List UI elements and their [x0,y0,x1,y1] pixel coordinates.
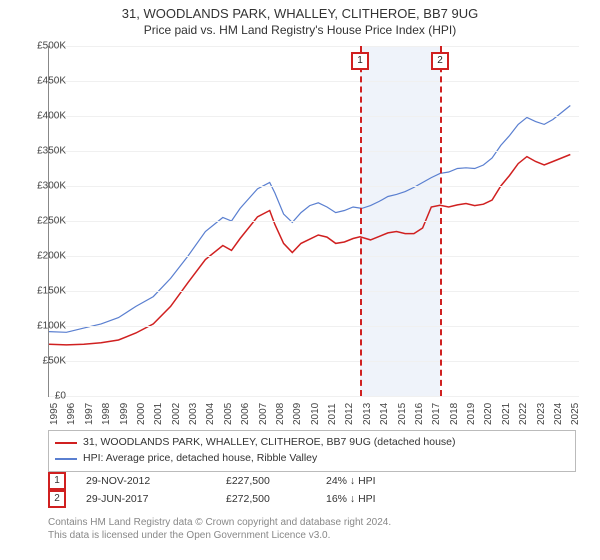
x-tick-label: 2023 [536,395,547,425]
x-tick-label: 1996 [66,395,77,425]
x-tick-label: 1998 [101,395,112,425]
sale-price-1: £227,500 [226,475,326,487]
y-tick-label: £250K [37,216,66,227]
chart-plot-area: 1995199619971998199920002001200220032004… [48,46,579,397]
sale-date-1: 29-NOV-2012 [86,475,226,487]
title-sub: Price paid vs. HM Land Registry's House … [0,23,600,37]
x-tick-label: 2014 [379,395,390,425]
legend-row-hpi: HPI: Average price, detached house, Ribb… [55,451,569,467]
x-tick-label: 2010 [310,395,321,425]
legend-label-property: 31, WOODLANDS PARK, WHALLEY, CLITHEROE, … [83,435,456,451]
sale-vertical-line [360,46,362,396]
footer-line-1: Contains HM Land Registry data © Crown c… [48,516,391,529]
y-tick-label: £400K [37,111,66,122]
x-tick-label: 1997 [84,395,95,425]
sale-price-2: £272,500 [226,493,326,505]
x-tick-label: 2015 [397,395,408,425]
sale-delta-1: 24% ↓ HPI [326,475,426,487]
x-tick-label: 2006 [240,395,251,425]
sale-date-2: 29-JUN-2017 [86,493,226,505]
sales-row-2: 2 29-JUN-2017 £272,500 16% ↓ HPI [48,490,426,508]
x-tick-label: 2009 [292,395,303,425]
legend-row-property: 31, WOODLANDS PARK, WHALLEY, CLITHEROE, … [55,435,569,451]
sale-vertical-line [440,46,442,396]
sales-row-1: 1 29-NOV-2012 £227,500 24% ↓ HPI [48,472,426,490]
sale-marker-1: 1 [351,52,369,70]
x-tick-label: 2002 [171,395,182,425]
x-tick-label: 2008 [275,395,286,425]
title-main: 31, WOODLANDS PARK, WHALLEY, CLITHEROE, … [0,6,600,21]
x-tick-label: 2000 [136,395,147,425]
legend-swatch-property [55,442,77,444]
x-tick-label: 2005 [223,395,234,425]
x-tick-label: 2001 [153,395,164,425]
x-tick-label: 2024 [553,395,564,425]
x-tick-label: 2019 [466,395,477,425]
x-tick-label: 2025 [570,395,581,425]
x-tick-label: 2018 [449,395,460,425]
x-tick-label: 2020 [483,395,494,425]
y-tick-label: £100K [37,321,66,332]
footer: Contains HM Land Registry data © Crown c… [48,516,391,542]
series-hpi [49,106,570,333]
y-tick-label: £450K [37,76,66,87]
x-tick-label: 2007 [258,395,269,425]
legend-label-hpi: HPI: Average price, detached house, Ribb… [83,451,317,467]
y-tick-label: £350K [37,146,66,157]
sale-marker-2: 2 [431,52,449,70]
sale-marker-1-icon: 1 [48,472,66,490]
footer-line-2: This data is licensed under the Open Gov… [48,529,391,542]
x-tick-label: 2016 [414,395,425,425]
x-tick-label: 2004 [205,395,216,425]
legend-box: 31, WOODLANDS PARK, WHALLEY, CLITHEROE, … [48,430,576,472]
y-tick-label: £0 [55,391,66,402]
y-tick-label: £200K [37,251,66,262]
x-tick-label: 1999 [119,395,130,425]
x-tick-label: 2022 [518,395,529,425]
x-tick-label: 2017 [431,395,442,425]
x-tick-label: 2011 [327,395,338,425]
x-tick-label: 2013 [362,395,373,425]
sale-marker-2-icon: 2 [48,490,66,508]
x-tick-label: 2021 [501,395,512,425]
legend-swatch-hpi [55,458,77,460]
y-tick-label: £300K [37,181,66,192]
y-tick-label: £500K [37,41,66,52]
x-tick-label: 2012 [344,395,355,425]
sales-table: 1 29-NOV-2012 £227,500 24% ↓ HPI 2 29-JU… [48,472,426,508]
sale-delta-2: 16% ↓ HPI [326,493,426,505]
y-tick-label: £150K [37,286,66,297]
x-tick-label: 2003 [188,395,199,425]
series-property [49,155,570,345]
chart-title-block: 31, WOODLANDS PARK, WHALLEY, CLITHEROE, … [0,0,600,37]
y-tick-label: £50K [43,356,66,367]
